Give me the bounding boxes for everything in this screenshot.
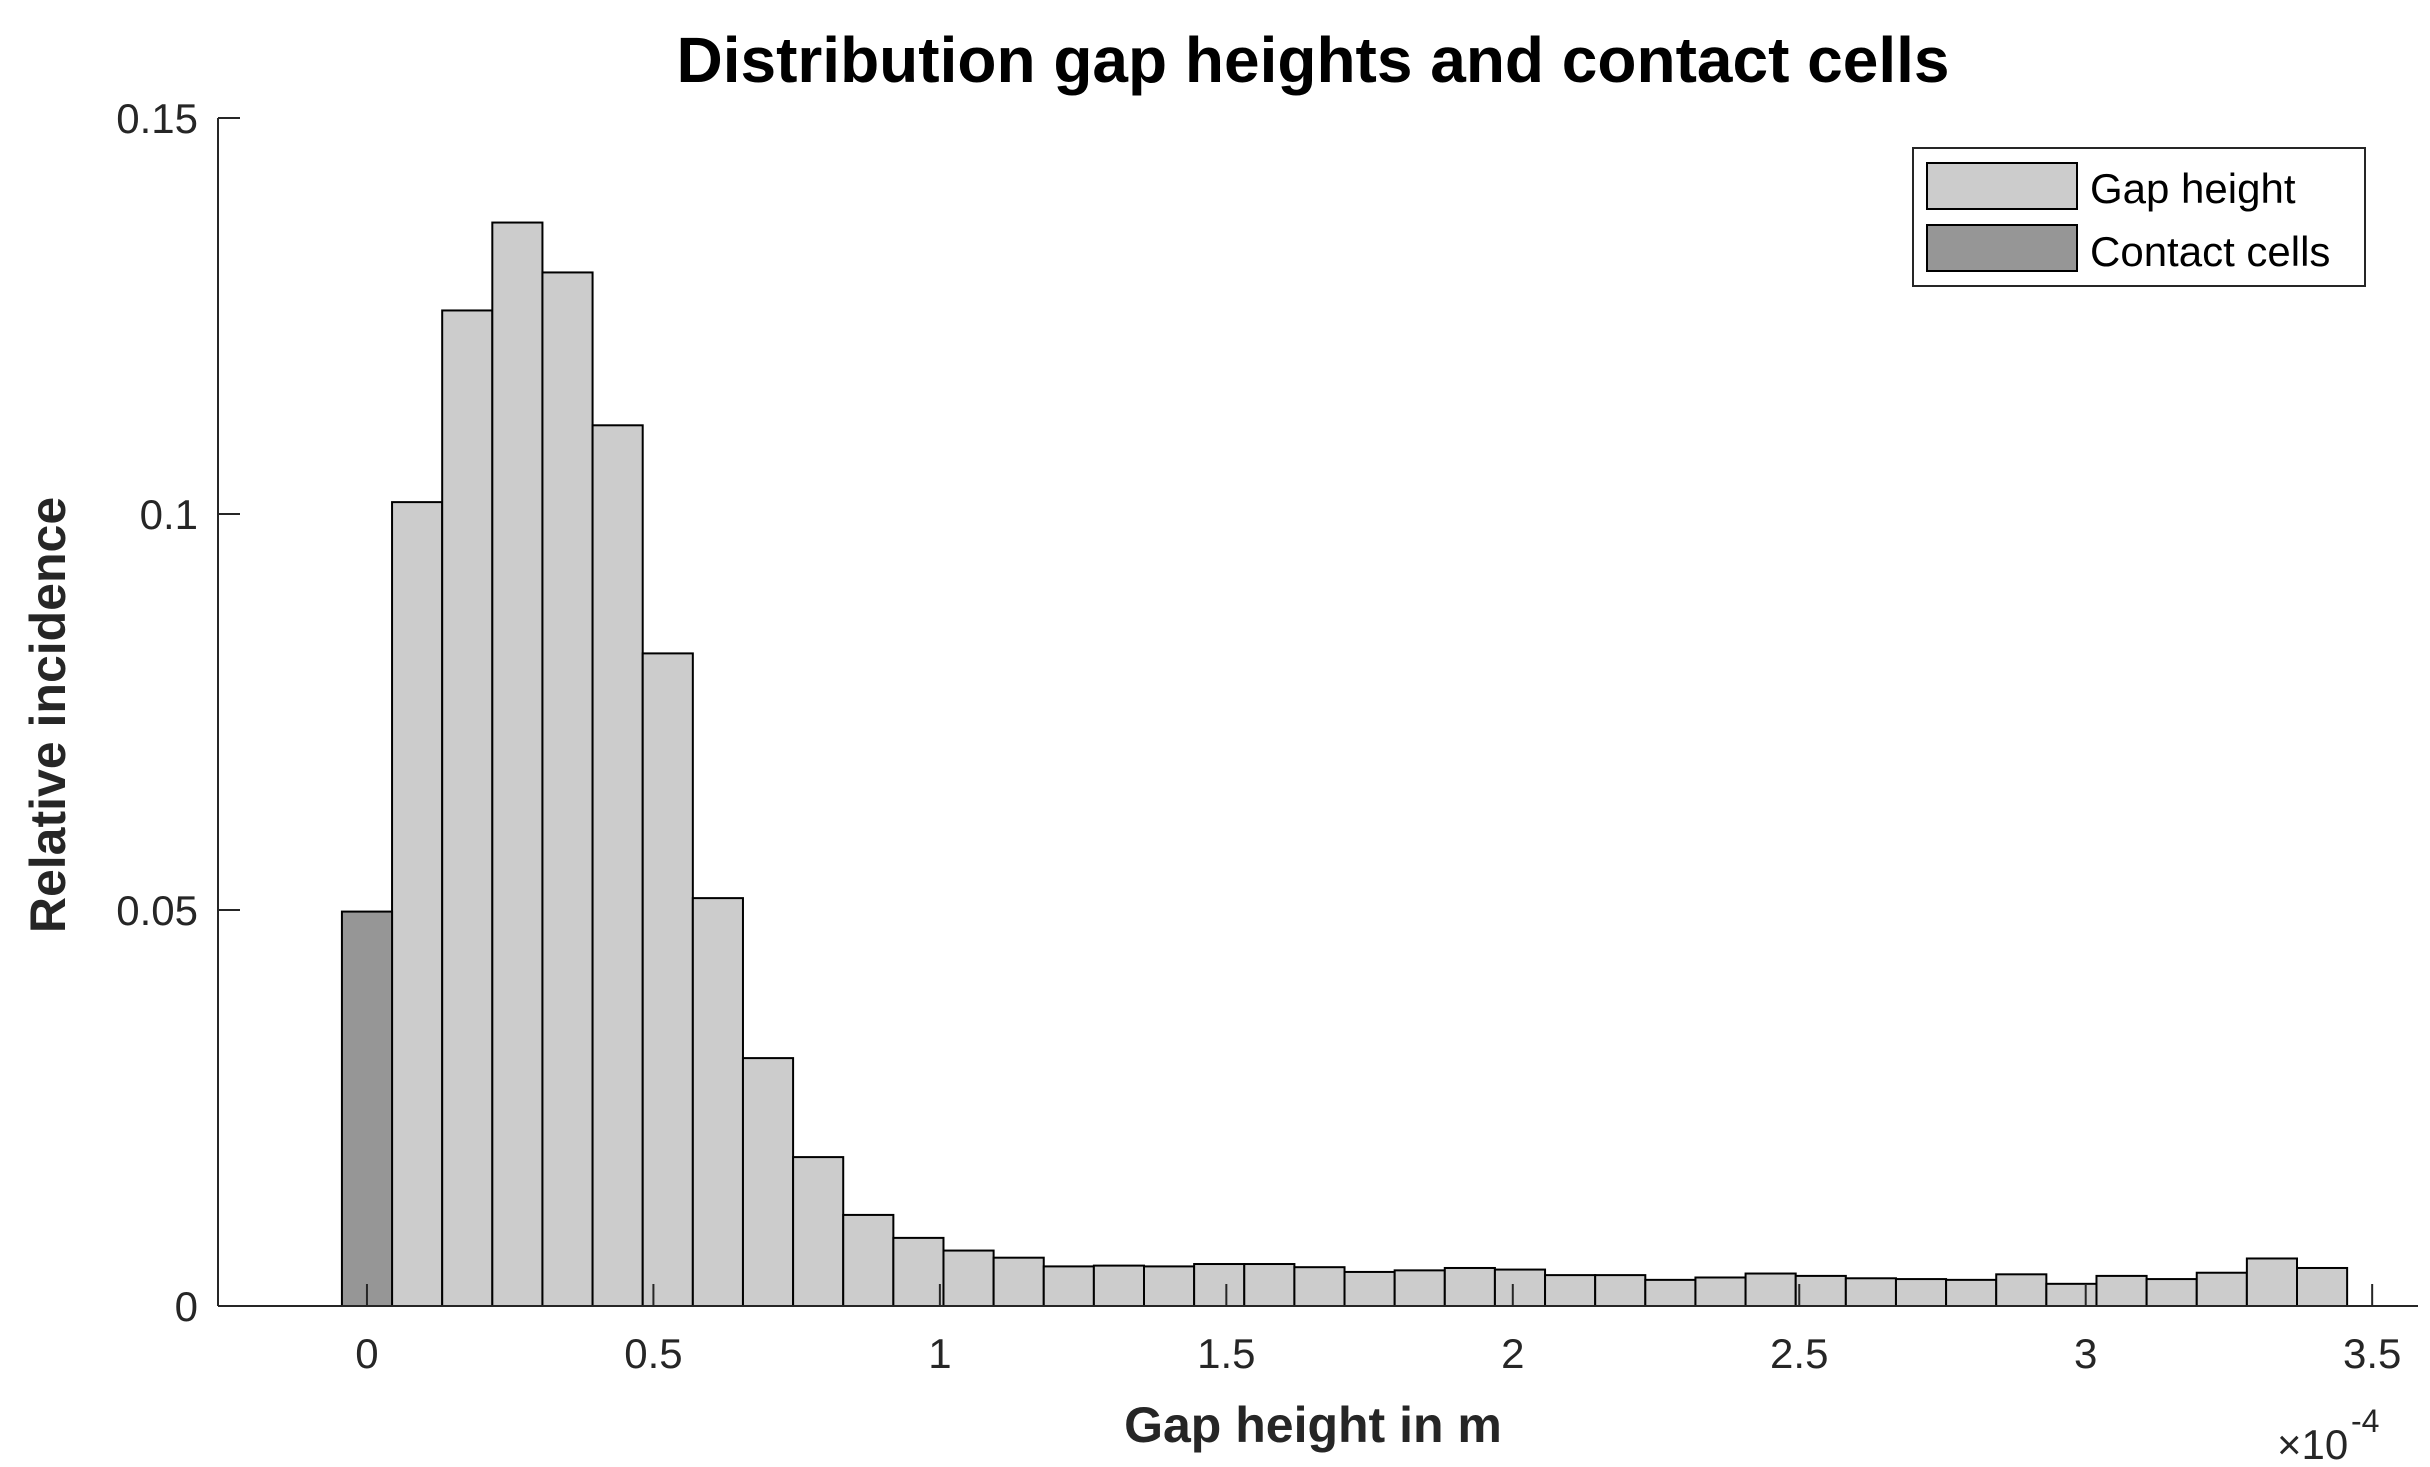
x-exponent: ×10 -4 [2277, 1403, 2379, 1467]
y-axis-ticks: 0 0.05 0.1 0.15 [116, 95, 240, 1330]
x-tick-label: 0.5 [624, 1330, 682, 1377]
gap-height-bars [391, 221, 2349, 1308]
gap-height-bar [1794, 1274, 1847, 1308]
x-exponent-base: ×10 [2277, 1421, 2348, 1467]
gap-height-bar [691, 897, 744, 1307]
legend: Gap height Contact cells [1912, 147, 2366, 287]
plot-area: 0 0.5 1 1.5 2 2.5 3 3.5 0 0.05 0.1 0.15 [116, 95, 2418, 1377]
gap-height-bar [2296, 1266, 2349, 1308]
gap-height-bar [1544, 1274, 1597, 1308]
gap-height-bar [2145, 1278, 2198, 1308]
gap-height-bar [942, 1249, 995, 1308]
x-tick-label: 3.5 [2343, 1330, 2401, 1377]
legend-label-gap-height: Gap height [2090, 165, 2296, 212]
x-axis-label: Gap height in m [1124, 1397, 1502, 1453]
gap-height-bar [541, 271, 594, 1308]
gap-height-bar [1042, 1265, 1095, 1308]
x-exponent-power: -4 [2351, 1403, 2379, 1439]
legend-label-contact-cells: Contact cells [2090, 228, 2330, 275]
gap-height-bar [1393, 1269, 1446, 1307]
y-tick-label: 0 [175, 1283, 198, 1330]
gap-height-bar [992, 1256, 1045, 1307]
gap-height-bar [2095, 1274, 2148, 1308]
gap-height-bar [741, 1057, 795, 1307]
gap-height-bar [1694, 1276, 1747, 1308]
gap-height-bar [1594, 1274, 1647, 1308]
legend-swatch-contact-cells [1926, 224, 2078, 272]
gap-height-bar [892, 1236, 945, 1307]
gap-height-bar [1143, 1265, 1196, 1308]
gap-height-bar [391, 501, 444, 1307]
gap-height-bar [1293, 1266, 1346, 1308]
x-tick-label: 2.5 [1770, 1330, 1828, 1377]
x-tick-label: 3 [2074, 1330, 2097, 1377]
gap-height-bar [641, 652, 694, 1307]
gap-height-bar [2045, 1282, 2098, 1307]
y-tick-label: 0.05 [116, 887, 198, 934]
gap-height-bar [441, 309, 494, 1307]
contact-cells-bar [340, 910, 394, 1307]
x-tick-label: 0 [355, 1330, 378, 1377]
gap-height-bar [792, 1156, 845, 1307]
gap-height-bar [842, 1213, 895, 1308]
gap-height-bar [1443, 1266, 1496, 1308]
gap-height-bar [1092, 1264, 1146, 1308]
gap-height-bar [1493, 1268, 1547, 1307]
contact-cells-bars [340, 910, 394, 1307]
gap-height-bar [1894, 1278, 1948, 1308]
x-tick-label: 1 [928, 1330, 951, 1377]
y-axis-label: Relative incidence [20, 497, 76, 933]
gap-height-bar [591, 424, 644, 1307]
gap-height-bar [1744, 1272, 1797, 1307]
legend-swatch-gap-height [1926, 162, 2078, 210]
gap-height-bar [1343, 1270, 1396, 1307]
gap-height-bar [491, 221, 544, 1308]
x-axis-ticks: 0 0.5 1 1.5 2 2.5 3 3.5 [355, 1284, 2401, 1377]
gap-height-bar [1243, 1263, 1296, 1308]
gap-height-bar [1193, 1263, 1246, 1308]
y-tick-label: 0.1 [140, 491, 198, 538]
gap-height-bar [1644, 1278, 1697, 1308]
gap-height-bar [1995, 1273, 2048, 1307]
x-tick-label: 2 [1501, 1330, 1524, 1377]
gap-height-bar [2195, 1271, 2248, 1307]
chart-title: Distribution gap heights and contact cel… [676, 24, 1949, 96]
gap-height-bar [1844, 1277, 1897, 1308]
x-tick-label: 1.5 [1197, 1330, 1255, 1377]
y-tick-label: 0.15 [116, 95, 198, 142]
gap-height-bar [2245, 1257, 2299, 1307]
gap-height-bar [1945, 1278, 1998, 1308]
